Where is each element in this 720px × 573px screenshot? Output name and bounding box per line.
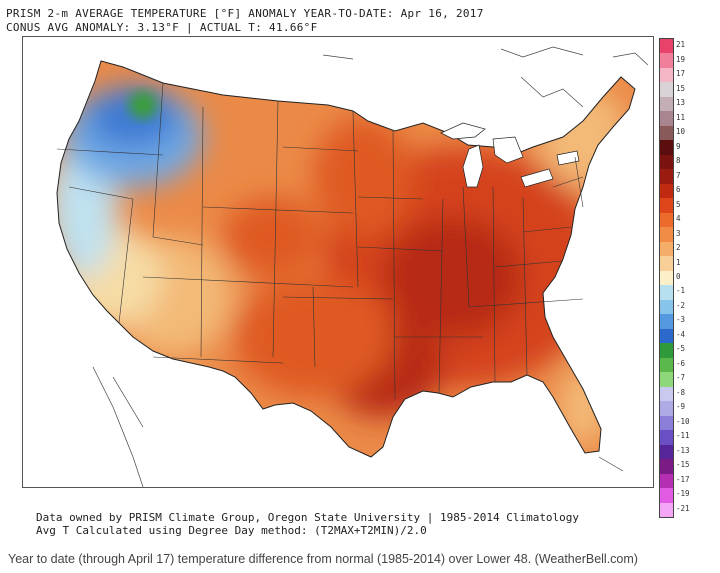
legend-swatch xyxy=(660,459,673,475)
legend-swatch xyxy=(660,212,673,228)
legend-tick: 1 xyxy=(676,257,681,267)
legend-swatch xyxy=(660,39,673,54)
legend-swatch xyxy=(660,227,673,243)
legend-tick: -8 xyxy=(676,387,686,397)
legend-tick: 5 xyxy=(676,199,681,209)
legend-swatch xyxy=(660,401,673,417)
legend-tick: -17 xyxy=(676,474,690,484)
legend-tick: 11 xyxy=(676,112,686,122)
us-map-svg xyxy=(56,46,649,488)
legend-tick: -13 xyxy=(676,445,690,455)
legend-tick: -15 xyxy=(676,460,690,470)
legend-swatch xyxy=(660,96,673,112)
legend-swatch xyxy=(660,169,673,185)
legend-swatch xyxy=(660,430,673,446)
legend-tick: 19 xyxy=(676,54,686,64)
legend-tick: -9 xyxy=(676,402,686,412)
legend-swatch xyxy=(660,415,673,431)
legend-tick: 8 xyxy=(676,156,681,166)
legend-tick: -4 xyxy=(676,329,686,339)
legend-tick: 2 xyxy=(676,243,681,253)
legend-tick: 13 xyxy=(676,98,686,108)
legend-swatch xyxy=(660,285,673,301)
legend-swatch xyxy=(660,183,673,199)
legend-tick: 15 xyxy=(676,83,686,93)
legend-swatch xyxy=(660,241,673,257)
legend-tick: -19 xyxy=(676,489,690,499)
image-caption: Year to date (through April 17) temperat… xyxy=(8,552,638,566)
legend-swatch xyxy=(660,125,673,141)
legend-swatch xyxy=(660,343,673,359)
legend-swatch xyxy=(660,502,673,518)
legend-tick-labels: 21 19 17 15 13 11 10 9 8 7 6 5 4 3 2 1 0 -1 -2 -3 -4 -5 -6 -7 -8… xyxy=(676,38,706,516)
legend-swatch xyxy=(660,82,673,98)
legend-tick: -6 xyxy=(676,358,686,368)
anomaly-field xyxy=(57,61,635,457)
legend-swatch xyxy=(660,299,673,315)
legend-tick: 9 xyxy=(676,141,681,151)
legend-tick: 3 xyxy=(676,228,681,238)
legend-tick: 4 xyxy=(676,214,681,224)
coastlines-outside xyxy=(92,46,649,488)
legend-tick: -21 xyxy=(676,503,690,513)
legend-swatch xyxy=(660,270,673,286)
legend-tick: -5 xyxy=(676,344,686,354)
legend-tick: -7 xyxy=(676,373,686,383)
legend-swatch xyxy=(660,328,673,344)
map-subtitle: CONUS AVG ANOMALY: 3.13°F | ACTUAL T: 41… xyxy=(6,21,318,34)
legend-colorbar xyxy=(659,38,674,518)
state-borders xyxy=(56,82,584,400)
legend-swatch xyxy=(660,473,673,489)
legend-tick: 0 xyxy=(676,272,681,281)
legend-tick: -1 xyxy=(676,286,686,296)
legend-swatch xyxy=(660,111,673,127)
legend-swatch xyxy=(660,386,673,402)
map-title: PRISM 2-m AVERAGE TEMPERATURE [°F] ANOMA… xyxy=(6,7,484,20)
lakes xyxy=(440,122,580,188)
legend-swatch xyxy=(660,256,673,272)
method-note: Avg T Calculated using Degree Day method… xyxy=(36,524,427,537)
legend-swatch xyxy=(660,357,673,373)
legend-swatch xyxy=(660,53,673,69)
legend-swatch xyxy=(660,198,673,214)
legend-swatch xyxy=(660,444,673,460)
legend-swatch xyxy=(660,154,673,170)
legend-tick: 21 xyxy=(676,40,686,50)
legend-tick: 6 xyxy=(676,185,681,195)
legend-tick: -11 xyxy=(676,431,690,441)
anomaly-map xyxy=(22,36,654,488)
legend-swatch xyxy=(660,372,673,388)
legend-swatch xyxy=(660,67,673,83)
legend-swatch xyxy=(660,140,673,156)
legend-tick: -3 xyxy=(676,315,686,325)
legend-tick: -2 xyxy=(676,300,686,310)
legend-tick: 7 xyxy=(676,170,681,180)
legend-swatch xyxy=(660,314,673,330)
data-credit: Data owned by PRISM Climate Group, Orego… xyxy=(36,511,580,524)
legend-tick: 10 xyxy=(676,127,686,137)
legend-tick: -10 xyxy=(676,416,690,426)
legend-swatch xyxy=(660,488,673,503)
legend-tick: 17 xyxy=(676,69,686,79)
